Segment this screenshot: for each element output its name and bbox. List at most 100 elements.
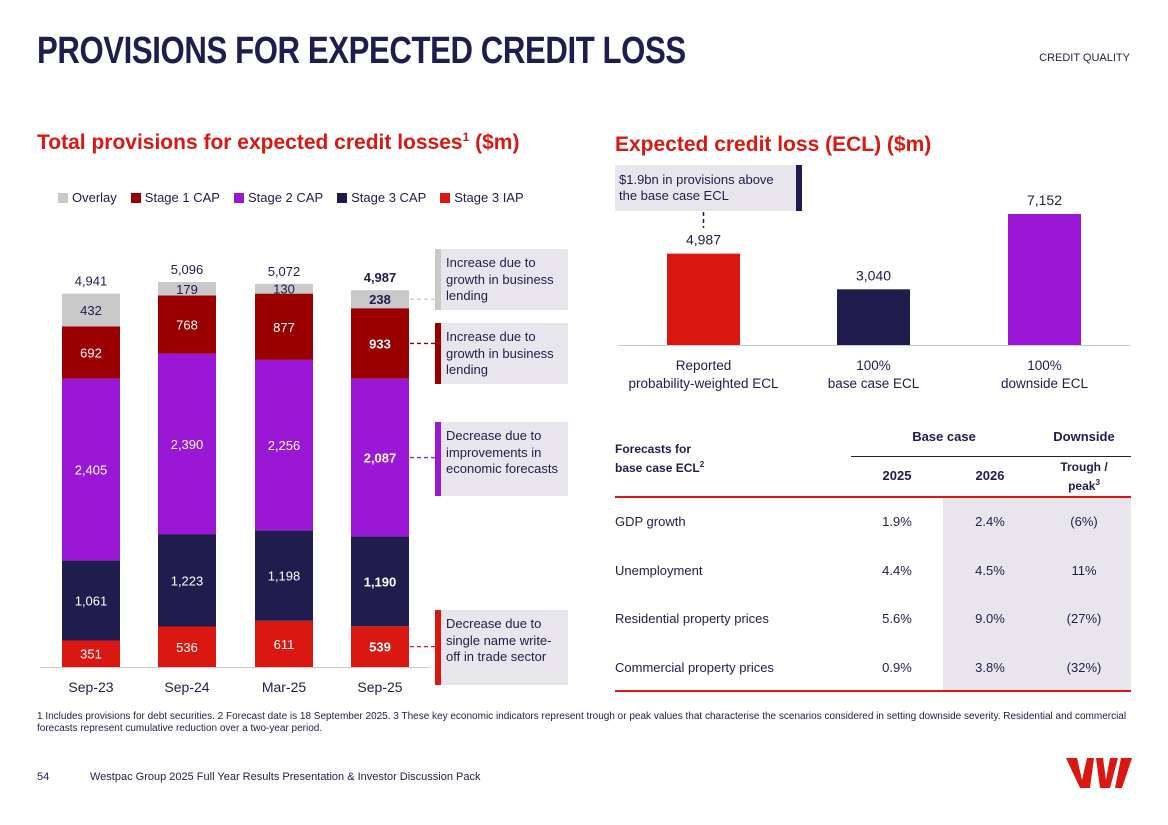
callout-overlay-text: Increase due to growth in business lendi…: [446, 255, 554, 303]
x-tick-label: Mar-25: [262, 679, 307, 695]
ecl-category-label: probability-weighted ECL: [628, 376, 779, 391]
logo-right-stroke: [1115, 758, 1132, 788]
table-cell: 1.9%: [882, 514, 912, 530]
bar-segment-overlay: [62, 293, 120, 327]
ecl-category-label: 100%: [1027, 358, 1062, 373]
table-cell: (32%): [1066, 659, 1102, 675]
callout-overlay-marker: [435, 249, 441, 310]
callout-stage2-marker: [435, 422, 441, 496]
segment-label: 238: [369, 292, 391, 307]
legend-swatch: [233, 192, 244, 203]
segment-label: 611: [274, 637, 295, 652]
segment-label: 877: [273, 320, 295, 335]
group-header-base-case: Base case: [912, 429, 976, 444]
column-header-sup: 3: [1095, 478, 1100, 487]
segment-label: 2,405: [75, 462, 108, 477]
legend-item-stage-3-iap: Stage 3 IAP: [440, 190, 524, 205]
bar-total-label: 4,987: [364, 270, 397, 285]
section-tag: CREDIT QUALITY: [1039, 52, 1130, 64]
bar-segment-stage-3-iap: [158, 626, 216, 667]
segment-label: 2,087: [364, 451, 397, 466]
row-header-sup: 2: [699, 460, 705, 469]
legend-item-stage-3-cap: Stage 3 CAP: [337, 190, 426, 205]
bar-segment-stage-2-cap: [158, 353, 216, 535]
segment-label: 768: [176, 318, 198, 333]
bar-segment-stage-3-iap: [62, 640, 120, 667]
page-title: PROVISIONS FOR EXPECTED CREDIT LOSS: [37, 30, 686, 72]
table-cell: 9.0%: [975, 611, 1005, 627]
provisions-above-base-marker: [796, 165, 802, 211]
table-row-header: Forecasts for base case ECL2: [615, 441, 704, 476]
legend-swatch: [58, 192, 68, 203]
bar-segment-overlay: [158, 282, 216, 296]
stacked-bar-chart: 351 1,061 2,405 692 432 4,941 Sep-23 536 1,223 2,…: [40, 262, 435, 695]
logo-left-stroke: [1066, 758, 1094, 788]
bar-total-label: 5,072: [268, 264, 301, 279]
bar-segment-stage-3-cap: [351, 536, 409, 627]
bar-total-label: 5,096: [171, 262, 204, 277]
segment-label: 933: [369, 336, 391, 351]
column-header-2026: 2026: [975, 468, 1005, 483]
callout-stage3-iap: Decrease due to single name write-off in…: [435, 610, 568, 685]
legend-label: Stage 1 CAP: [144, 190, 220, 205]
legend-item-stage-2-cap: Stage 2 CAP: [233, 190, 324, 205]
legend-label: Stage 2 CAP: [247, 190, 324, 205]
bar-segment-stage-3-iap: [255, 620, 313, 667]
column-header-trough: Trough /: [1060, 460, 1108, 474]
row-header-line-2: base case ECL2: [615, 460, 705, 475]
legend-swatch: [130, 192, 141, 203]
legend-label: Stage 3 CAP: [351, 190, 427, 205]
table-cell: 5.6%: [882, 611, 912, 627]
ecl-category-label: base case ECL: [828, 376, 920, 391]
bar-total-label: 4,941: [75, 274, 108, 289]
bar-segment-stage-2-cap: [62, 378, 120, 561]
legend-item-overlay: Overlay: [58, 190, 117, 205]
table-row-label: Unemployment: [615, 562, 703, 578]
table-cell: (27%): [1066, 611, 1102, 627]
callout-stage2-text: Decrease due to improvements in economic…: [446, 428, 558, 476]
segment-label: 1,190: [364, 574, 397, 589]
column-header-trough-peak: Trough / peak3: [1037, 460, 1131, 494]
table-cell: 3.8%: [975, 659, 1005, 675]
legend-item-stage-1-cap: Stage 1 CAP: [130, 190, 220, 205]
table-bottom-rule: [615, 690, 1131, 692]
legend-label: Overlay: [72, 190, 117, 205]
callout-overlay: Increase due to growth in business lendi…: [435, 249, 568, 310]
legend-swatch: [440, 192, 451, 203]
ecl-bar: [837, 289, 910, 345]
segment-label: 1,061: [75, 593, 108, 608]
segment-label: 2,390: [171, 437, 204, 452]
footnote: 1 Includes provisions for debt securitie…: [37, 711, 1127, 734]
table-cell: (6%): [1070, 514, 1098, 530]
left-chart-title-sup: 1: [462, 130, 470, 144]
chart-legend: Overlay Stage 1 CAP Stage 2 CAP Stage 3 CAP…: [58, 190, 524, 205]
left-chart-title-text: Total provisions for expected credit los…: [37, 131, 463, 154]
ecl-category-label: Reported: [676, 358, 732, 373]
shade-downside: [1037, 496, 1131, 690]
bar-segment-stage-3-cap: [158, 534, 216, 627]
column-header-peak: peak3: [1068, 478, 1100, 493]
westpac-logo: [1066, 758, 1132, 788]
segment-label: 1,198: [268, 569, 301, 584]
ecl-bar-value-label: 7,152: [1027, 192, 1062, 208]
bar-segment-stage-1-cap: [255, 293, 313, 360]
page-number: 54: [37, 771, 50, 783]
segment-label: 692: [80, 345, 102, 360]
ecl-category-label: 100%: [856, 358, 891, 373]
bar-segment-stage-3-cap: [255, 530, 313, 621]
table-cell: 4.4%: [882, 562, 912, 578]
row-header-line-1: Forecasts for: [615, 442, 692, 456]
table-cell: 4.5%: [975, 562, 1005, 578]
callout-stage1-marker: [435, 323, 441, 384]
legend-swatch: [337, 192, 348, 203]
table-row-label: Residential property prices: [615, 611, 769, 627]
callout-stage3-iap-marker: [435, 610, 441, 685]
provisions-above-base-text: $1.9bn in provisions above the base case…: [619, 172, 774, 203]
right-chart-title: Expected credit loss (ECL) ($m): [615, 133, 932, 156]
segment-label: 536: [176, 640, 198, 655]
left-chart-title: Total provisions for expected credit los…: [37, 130, 519, 155]
group-header-downside: Downside: [1053, 429, 1115, 444]
x-tick-label: Sep-24: [164, 679, 209, 695]
bar-segment-stage-1-cap: [62, 326, 120, 379]
ecl-bar-value-label: 3,040: [856, 267, 891, 283]
